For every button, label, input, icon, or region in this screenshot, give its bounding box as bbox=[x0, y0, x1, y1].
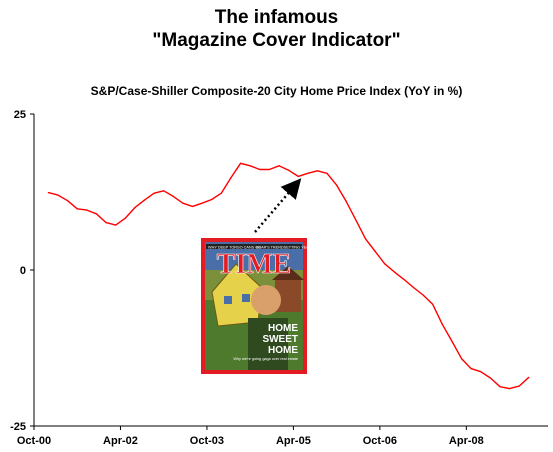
data-point bbox=[124, 217, 126, 219]
data-point bbox=[288, 169, 290, 171]
data-point bbox=[345, 200, 347, 202]
x-tick-label: Oct-00 bbox=[17, 435, 51, 447]
title-line-2: "Magazine Cover Indicator" bbox=[152, 30, 401, 51]
data-point bbox=[240, 162, 242, 164]
data-point bbox=[115, 224, 117, 226]
data-point bbox=[259, 168, 261, 171]
cover-caption: Why we're going gaga over real estate bbox=[233, 357, 298, 361]
data-point bbox=[163, 190, 165, 192]
data-point bbox=[76, 208, 78, 210]
data-point bbox=[480, 371, 482, 373]
data-point bbox=[191, 205, 194, 207]
data-point bbox=[509, 388, 511, 390]
cover-face bbox=[251, 285, 281, 315]
data-point bbox=[489, 377, 491, 379]
data-point bbox=[57, 194, 59, 196]
cover-roof-right bbox=[272, 266, 304, 280]
data-point bbox=[297, 175, 299, 177]
data-point bbox=[268, 168, 270, 171]
data-point bbox=[95, 213, 97, 215]
data-point bbox=[326, 172, 328, 174]
data-point bbox=[182, 202, 184, 204]
x-tick-label: Oct-06 bbox=[363, 435, 397, 447]
data-point bbox=[201, 202, 203, 204]
data-point bbox=[460, 358, 463, 360]
time-magazine-cover: WHY DEEP TORSO CANS GO BEAR'S TRENDSETTI… bbox=[201, 238, 312, 374]
data-point bbox=[249, 165, 251, 167]
cover-topline-right: BEAR'S TRENDSETTING YEAR bbox=[256, 245, 312, 249]
title-line-1: The infamous bbox=[214, 7, 339, 28]
data-point bbox=[220, 192, 222, 194]
data-point bbox=[528, 376, 530, 378]
data-point bbox=[422, 294, 424, 296]
data-point bbox=[451, 340, 453, 342]
data-point bbox=[364, 238, 367, 240]
y-tick-label: 25 bbox=[14, 109, 26, 121]
cover-headline-1: HOME bbox=[268, 323, 298, 334]
chart-title: S&P/Case-Shiller Composite-20 City Home … bbox=[90, 84, 463, 98]
data-point bbox=[374, 250, 376, 252]
x-tick-label: Apr-05 bbox=[276, 435, 311, 447]
x-tick-label: Oct-03 bbox=[190, 435, 224, 447]
data-point bbox=[393, 271, 395, 273]
y-tick-label: -25 bbox=[10, 421, 26, 433]
data-point bbox=[67, 200, 69, 202]
cover-window-2 bbox=[242, 294, 250, 302]
cover-topline-left: WHY DEEP TORSO CANS GO bbox=[208, 245, 261, 249]
cover-headline-2: SWEET bbox=[262, 334, 298, 345]
data-point bbox=[316, 170, 318, 172]
data-point bbox=[499, 386, 501, 388]
data-point bbox=[278, 165, 280, 167]
data-point bbox=[230, 177, 232, 179]
page-title: The infamous "Magazine Cover Indicator" bbox=[0, 6, 553, 52]
y-tick-label: 0 bbox=[20, 265, 26, 277]
data-point bbox=[518, 385, 520, 387]
data-point bbox=[172, 195, 174, 197]
data-point bbox=[441, 323, 443, 325]
x-tick-label: Apr-08 bbox=[449, 435, 484, 447]
data-point bbox=[336, 184, 338, 186]
cover-headline-3: HOME bbox=[268, 345, 298, 356]
cover-window-1 bbox=[224, 296, 232, 304]
dotted-arrow bbox=[254, 178, 302, 233]
x-tick-label: Apr-02 bbox=[103, 435, 138, 447]
data-point bbox=[134, 207, 136, 209]
data-point bbox=[47, 192, 50, 194]
cover-masthead: TIME bbox=[217, 249, 292, 280]
data-point bbox=[105, 222, 107, 224]
data-point bbox=[355, 219, 357, 221]
data-point bbox=[86, 209, 88, 211]
data-point bbox=[470, 368, 472, 370]
data-point bbox=[211, 198, 213, 201]
cover-topline-bar bbox=[206, 244, 302, 249]
data-point bbox=[143, 199, 146, 201]
data-point bbox=[384, 263, 386, 265]
data-point bbox=[432, 303, 434, 305]
data-point bbox=[412, 286, 415, 289]
cover-jacket bbox=[248, 318, 288, 370]
data-point bbox=[403, 278, 405, 280]
data-point bbox=[153, 192, 155, 194]
data-point bbox=[307, 172, 309, 174]
